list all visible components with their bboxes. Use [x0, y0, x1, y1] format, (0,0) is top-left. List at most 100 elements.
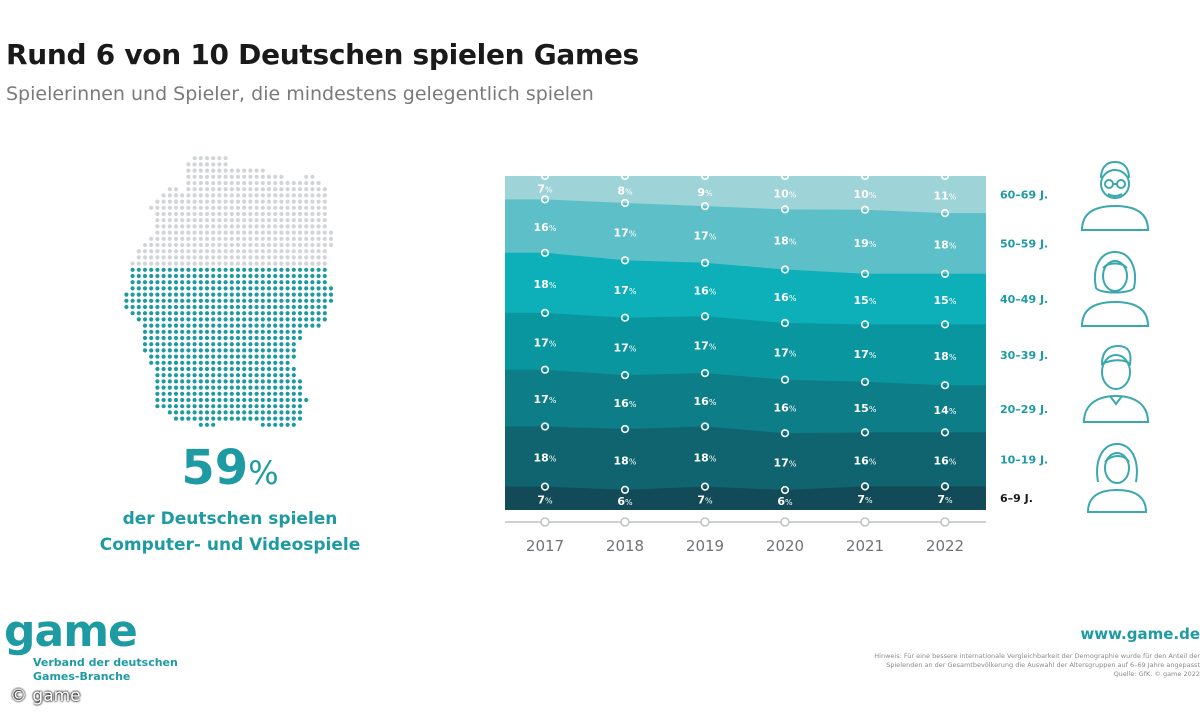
map-dot: [322, 211, 327, 217]
map-dot: [149, 304, 154, 310]
map-dot: [204, 205, 210, 210]
map-dot: [266, 348, 272, 353]
map-dot: [304, 174, 309, 179]
map-dot: [304, 267, 309, 272]
map-dot: [142, 261, 148, 266]
data-label: 18%: [534, 452, 557, 465]
map-dot: [211, 261, 216, 266]
map-dot: [254, 379, 259, 384]
map-dot: [266, 360, 272, 365]
map-dot: [155, 298, 160, 303]
map-dot: [254, 391, 259, 396]
map-dot: [173, 193, 179, 198]
map-dot: [198, 354, 203, 359]
map-dot: [316, 255, 321, 260]
map-dot: [204, 174, 210, 179]
map-dot: [285, 397, 290, 403]
map-dot: [217, 317, 222, 322]
map-dot: [136, 280, 141, 285]
map-dot: [204, 366, 210, 372]
map-dot: [310, 205, 315, 210]
map-dot: [211, 317, 216, 322]
map-dot: [161, 224, 166, 229]
map-dot: [186, 342, 191, 347]
map-dot: [192, 404, 197, 409]
map-dot: [155, 224, 160, 229]
map-dot: [235, 205, 241, 210]
data-label: 7%: [697, 493, 713, 506]
x-axis-marker: [700, 517, 710, 527]
map-dot: [291, 286, 296, 291]
map-dot: [266, 304, 272, 310]
map-dot: [173, 199, 179, 204]
map-dot: [248, 218, 253, 223]
boundary-marker: [540, 171, 550, 181]
map-dot: [297, 224, 303, 229]
map-dot: [266, 397, 272, 403]
map-dot: [297, 273, 303, 279]
map-dot: [192, 323, 197, 328]
map-dot: [136, 317, 141, 322]
map-dot: [248, 366, 253, 372]
map-dot: [204, 410, 210, 415]
map-dot: [173, 410, 179, 415]
game-logo: game: [4, 606, 138, 657]
map-dot: [260, 404, 265, 409]
map-dot: [229, 267, 234, 272]
map-dot: [310, 249, 315, 254]
map-dot: [285, 261, 290, 266]
map-dot: [310, 304, 315, 310]
map-dot: [192, 242, 197, 248]
boundary-marker: [860, 428, 870, 437]
map-dot: [242, 224, 247, 229]
map-dot: [198, 329, 203, 334]
map-dot: [273, 205, 278, 210]
map-dot: [260, 354, 265, 359]
map-dot: [204, 348, 210, 353]
map-dot: [291, 218, 296, 223]
data-label: 7%: [537, 493, 553, 506]
map-dot: [223, 180, 228, 186]
map-dot: [204, 311, 210, 316]
map-dot: [285, 348, 290, 353]
map-dot: [155, 249, 160, 254]
map-dot: [130, 273, 135, 279]
legend-label: 50–59 J.: [1000, 238, 1048, 251]
map-dot: [291, 366, 296, 372]
map-dot: [155, 286, 160, 291]
map-dot: [285, 199, 290, 204]
logo-subtitle-line-1: Verband der deutschen: [33, 656, 178, 669]
map-dot: [204, 286, 210, 291]
map-dot: [248, 292, 253, 297]
map-dot: [297, 404, 303, 409]
map-dot: [155, 354, 160, 359]
website-link[interactable]: www.game.de: [1080, 625, 1200, 643]
map-dot: [322, 304, 327, 310]
map-dot: [266, 292, 272, 297]
map-dot: [266, 404, 272, 409]
map-dot: [136, 249, 141, 254]
map-dot: [304, 218, 309, 223]
map-dot: [142, 323, 148, 328]
map-dot: [235, 267, 241, 272]
map-dot: [235, 410, 241, 415]
boundary-marker: [620, 485, 630, 494]
map-dot: [285, 224, 290, 229]
map-dot: [192, 298, 197, 303]
map-dot: [217, 168, 222, 173]
map-dot: [266, 211, 272, 217]
map-dot: [217, 410, 222, 415]
data-label: 17%: [614, 284, 637, 297]
map-dot: [254, 342, 259, 347]
map-dot: [211, 335, 216, 341]
map-dot: [192, 187, 197, 192]
map-dot: [180, 261, 185, 266]
boundary-marker: [620, 171, 630, 181]
map-dot: [142, 311, 148, 316]
map-dot: [180, 224, 185, 229]
map-dot: [167, 311, 172, 316]
x-tick-label: 2018: [606, 537, 644, 555]
map-dot: [217, 218, 222, 223]
map-dot: [235, 242, 241, 248]
map-dot: [186, 410, 191, 415]
